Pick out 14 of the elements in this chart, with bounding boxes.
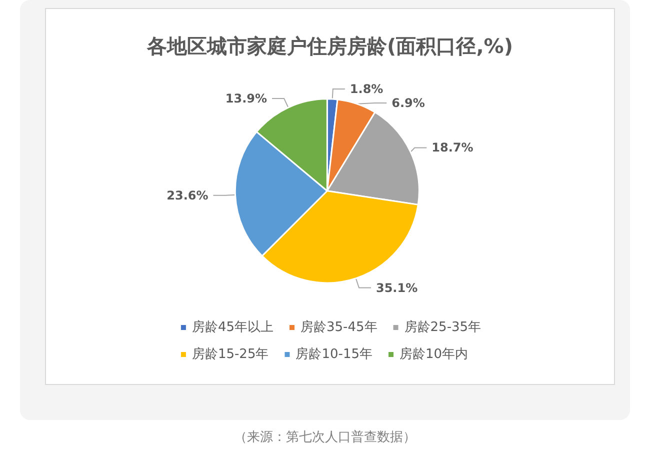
legend-label: 房龄10年内 bbox=[400, 346, 468, 362]
legend-label: 房龄35-45年 bbox=[300, 319, 378, 335]
data-label: 6.9% bbox=[392, 96, 425, 110]
data-label: 13.9% bbox=[225, 91, 268, 106]
chart-title: 各地区城市家庭户住房房龄(面积口径,%) bbox=[146, 34, 513, 58]
data-label: 1.8% bbox=[350, 82, 384, 96]
text: （来源：第七次人口普查数据） bbox=[233, 428, 417, 446]
legend-label: 房龄10-15年 bbox=[296, 346, 373, 362]
data-label: 35.1% bbox=[376, 280, 418, 295]
data-label: 23.6% bbox=[166, 188, 208, 202]
data-label: 18.7% bbox=[432, 140, 474, 155]
legend-label: 房龄25-35年 bbox=[404, 319, 482, 335]
legend-label: 房龄45年以上 bbox=[192, 319, 274, 335]
legend-label: 房龄15-25年 bbox=[192, 346, 269, 362]
